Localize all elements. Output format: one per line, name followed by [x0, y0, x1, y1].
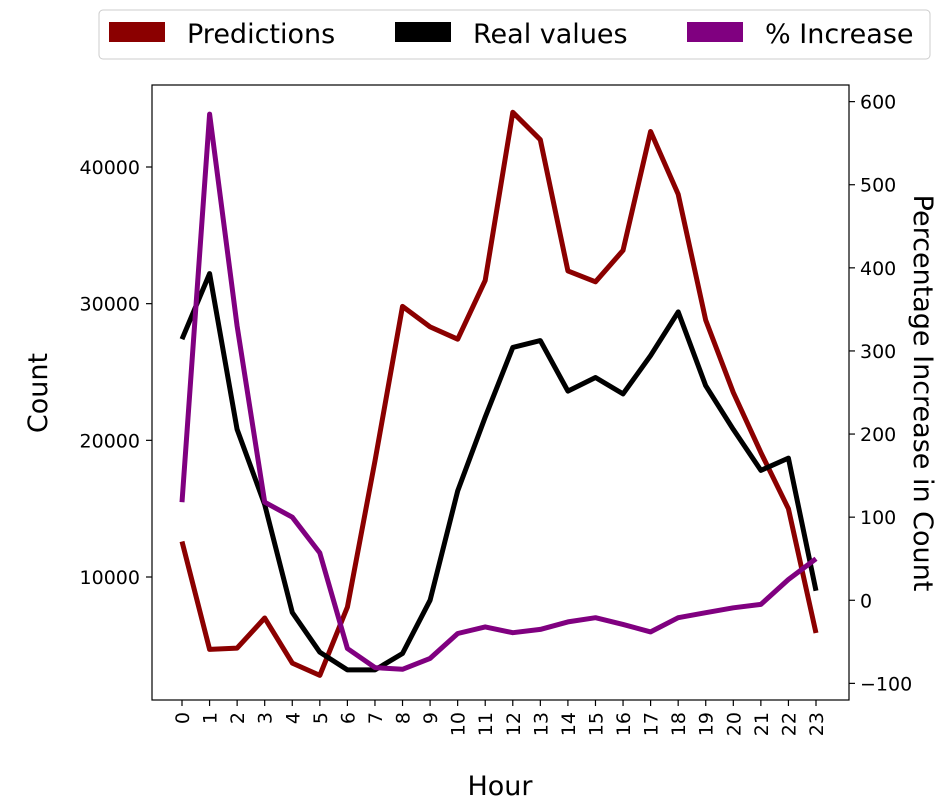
x-tick-label: 6 [337, 712, 359, 724]
right-tick-label: 200 [860, 424, 896, 446]
x-tick-label: 4 [282, 712, 304, 724]
right-tick-label: 300 [860, 341, 896, 363]
x-tick-label: 11 [475, 712, 497, 736]
x-axis-ticks: 0 1 2 3 4 5 6 7 8 9 10 11 12 13 14 15 16 17 18 19 20 21 22 23 [172, 700, 828, 736]
right-tick-label: −100 [860, 673, 912, 695]
x-tick-label: 0 [172, 712, 194, 724]
x-tick-label: 3 [255, 712, 277, 724]
legend-swatch-increase [687, 22, 743, 42]
legend-swatch-real-values [395, 22, 451, 42]
series-line-increase [179, 111, 818, 672]
x-tick-label: 13 [530, 712, 552, 736]
x-tick-label: 1 [200, 712, 222, 724]
x-tick-label: 16 [613, 712, 635, 736]
left-axis-ticks: 10000 20000 30000 40000 [80, 157, 152, 589]
x-tick-label: 23 [806, 712, 828, 736]
left-tick-label: 10000 [80, 567, 140, 589]
left-axis-title: Count [23, 353, 54, 433]
x-tick-label: 15 [585, 712, 607, 736]
series-line-real-values [179, 271, 819, 673]
x-tick-label: 2 [227, 712, 249, 724]
legend-label-predictions: Predictions [187, 19, 335, 50]
x-tick-label: 19 [696, 712, 718, 736]
x-tick-label: 22 [778, 712, 800, 736]
right-tick-label: 600 [860, 92, 896, 114]
series-line-predictions [179, 109, 819, 678]
legend: Predictions Real values % Increase [98, 9, 931, 60]
left-tick-label: 30000 [80, 294, 140, 316]
plot-area [151, 84, 850, 701]
right-tick-label: 500 [860, 175, 896, 197]
right-tick-label: 0 [860, 590, 872, 612]
right-axis-ticks: −100 0 100 200 300 400 500 600 [849, 92, 912, 695]
x-tick-label: 10 [448, 712, 470, 736]
x-axis-title: Hour [467, 771, 533, 802]
right-tick-label: 100 [860, 507, 896, 529]
legend-label-real-values: Real values [473, 19, 628, 50]
x-tick-label: 8 [393, 712, 415, 724]
x-tick-label: 12 [503, 712, 525, 736]
x-tick-label: 9 [420, 712, 442, 724]
x-tick-label: 21 [751, 712, 773, 736]
right-axis-title: Percentage Increase in Count [907, 195, 938, 592]
x-tick-label: 5 [310, 712, 332, 724]
left-tick-label: 20000 [80, 430, 140, 452]
x-tick-label: 17 [641, 712, 663, 736]
right-tick-label: 400 [860, 258, 896, 280]
legend-label-increase: % Increase [765, 19, 914, 50]
legend-swatch-predictions [109, 22, 165, 42]
x-tick-label: 18 [668, 712, 690, 736]
x-tick-label: 7 [365, 712, 387, 724]
left-tick-label: 40000 [80, 157, 140, 179]
x-tick-label: 14 [558, 712, 580, 736]
x-tick-label: 20 [723, 712, 745, 736]
series-lines [179, 109, 819, 678]
